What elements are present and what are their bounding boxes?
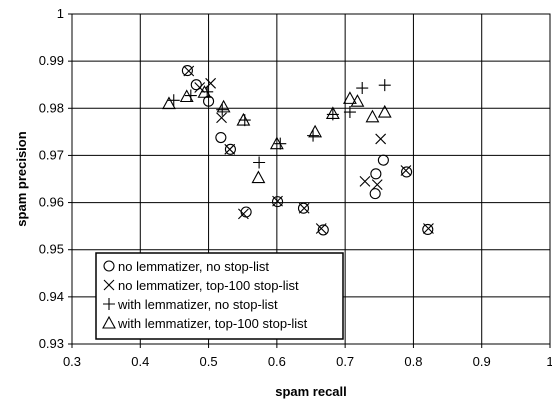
legend: no lemmatizer, no stop-list no lemmatizer… (95, 252, 344, 340)
plot-area (71, 13, 551, 345)
triangle-marker (216, 99, 231, 113)
triangle-marker (179, 89, 194, 103)
triangle-marker (350, 94, 365, 107)
x-marker (359, 175, 371, 187)
circle-marker (422, 223, 434, 235)
x-marker (400, 165, 412, 176)
circle-marker (181, 65, 193, 77)
circle-marker (203, 95, 215, 107)
legend-label: with lemmatizer, no stop-list (117, 297, 278, 312)
y-tick-label: 0.95 (39, 242, 64, 257)
y-tick-label: 0.97 (39, 147, 64, 162)
x-tick-label: 0.7 (336, 354, 354, 369)
x-marker (224, 143, 236, 155)
y-axis-label: spam precision (14, 131, 29, 226)
legend-box (95, 252, 344, 340)
legend-label: with lemmatizer, top-100 stop-list (117, 316, 308, 331)
y-axis-ticks: 0.93 0.94 0.95 0.96 0.97 0.98 0.99 1 (39, 6, 72, 351)
x-marker (194, 82, 206, 93)
plus-marker (356, 82, 369, 95)
plus-marker (253, 156, 266, 169)
circle-marker (369, 188, 381, 200)
x-marker (423, 223, 434, 234)
x-tick-label: 0.3 (63, 354, 81, 369)
x-tick-label: 1 (546, 354, 552, 369)
x-marker (371, 179, 383, 191)
x-tick-label: 0.5 (200, 354, 218, 369)
legend-x-icon (103, 279, 115, 291)
x-marker (216, 112, 227, 124)
triangle-marker (251, 170, 266, 184)
x-marker (298, 202, 310, 214)
triangle-marker (377, 104, 392, 118)
x-marker (238, 208, 249, 220)
x-axis-ticks: 0.3 0.4 0.5 0.6 0.7 0.8 0.9 1 (63, 344, 552, 369)
triangle-marker (342, 91, 357, 104)
y-tick-label: 0.99 (39, 53, 64, 68)
x-axis-label: spam recall (275, 384, 347, 399)
triangle-marker (325, 106, 340, 120)
y-tick-label: 1 (57, 6, 64, 21)
plus-marker (343, 106, 356, 119)
circle-marker (190, 79, 202, 91)
x-marker (183, 65, 195, 77)
x-tick-label: 0.6 (268, 354, 286, 369)
data-markers (162, 65, 434, 236)
plus-marker (307, 129, 320, 142)
plus-marker (184, 89, 197, 102)
y-tick-label: 0.93 (39, 336, 64, 351)
x-marker (375, 133, 387, 145)
plus-marker (167, 94, 180, 107)
legend-label: no lemmatizer, no stop-list (118, 259, 269, 274)
triangle-marker (236, 112, 251, 126)
circle-marker (370, 168, 382, 180)
circle-marker (401, 166, 413, 178)
legend-circle-icon (103, 260, 115, 272)
triangle-marker (308, 124, 323, 138)
circle-marker (271, 196, 284, 208)
y-tick-label: 0.98 (39, 100, 64, 115)
circle-marker (224, 143, 236, 155)
y-tick-label: 0.96 (39, 195, 64, 210)
circle-marker (240, 206, 252, 218)
x-marker (272, 195, 283, 207)
x-tick-label: 0.9 (473, 354, 491, 369)
triangle-marker (365, 109, 380, 123)
legend-plus-icon (103, 298, 115, 310)
legend-label: no lemmatizer, top-100 stop-list (118, 278, 299, 293)
x-tick-label: 0.8 (404, 354, 422, 369)
x-marker (315, 223, 327, 234)
circle-marker (297, 202, 310, 214)
x-tick-label: 0.4 (131, 354, 149, 369)
y-tick-label: 0.94 (39, 289, 64, 304)
triangle-marker (269, 136, 284, 150)
triangle-marker (197, 85, 212, 98)
triangle-marker (162, 96, 176, 110)
legend-triangle-icon (102, 315, 116, 329)
plus-marker (378, 79, 391, 92)
circle-marker (317, 224, 329, 236)
circle-marker (215, 131, 227, 144)
circle-marker (377, 154, 389, 166)
grid (71, 13, 551, 345)
